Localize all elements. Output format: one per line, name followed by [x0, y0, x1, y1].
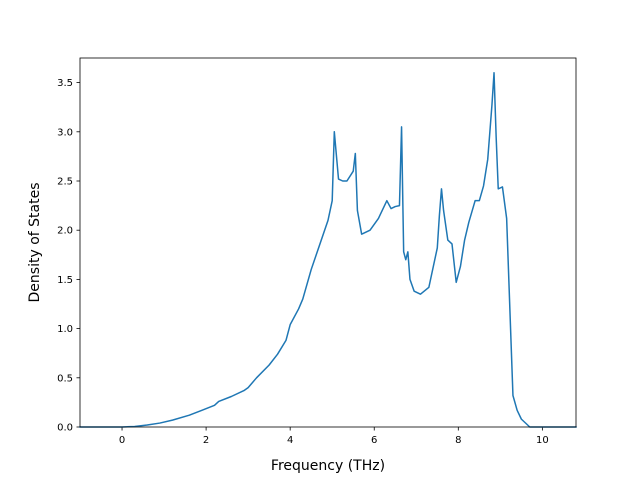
dos-series-line — [79, 72, 577, 428]
x-tick-label: 0 — [119, 435, 125, 446]
y-tick-label: 2.0 — [57, 226, 73, 237]
y-axis-ticks: 0.0 0.5 1.0 1.5 2.0 2.5 3.0 3.5 — [57, 78, 80, 434]
y-tick-label: 1.0 — [57, 324, 73, 335]
y-tick-label: 3.5 — [57, 78, 73, 89]
y-tick-label: 1.5 — [57, 275, 73, 286]
x-tick-label: 8 — [455, 435, 461, 446]
x-tick-label: 4 — [287, 435, 293, 446]
x-tick-label: 2 — [203, 435, 209, 446]
y-axis-label: Density of States — [27, 183, 43, 303]
plot-area-frame — [79, 57, 577, 428]
y-tick-label: 0.5 — [57, 373, 73, 384]
x-axis-ticks: 0 2 4 6 8 10 — [119, 427, 549, 446]
x-axis-label: Frequency (THz) — [271, 458, 385, 474]
y-tick-label: 0.0 — [57, 423, 73, 434]
y-tick-label: 2.5 — [57, 177, 73, 188]
x-tick-label: 6 — [371, 435, 377, 446]
x-tick-label: 10 — [536, 435, 549, 446]
y-tick-label: 3.0 — [57, 127, 73, 138]
